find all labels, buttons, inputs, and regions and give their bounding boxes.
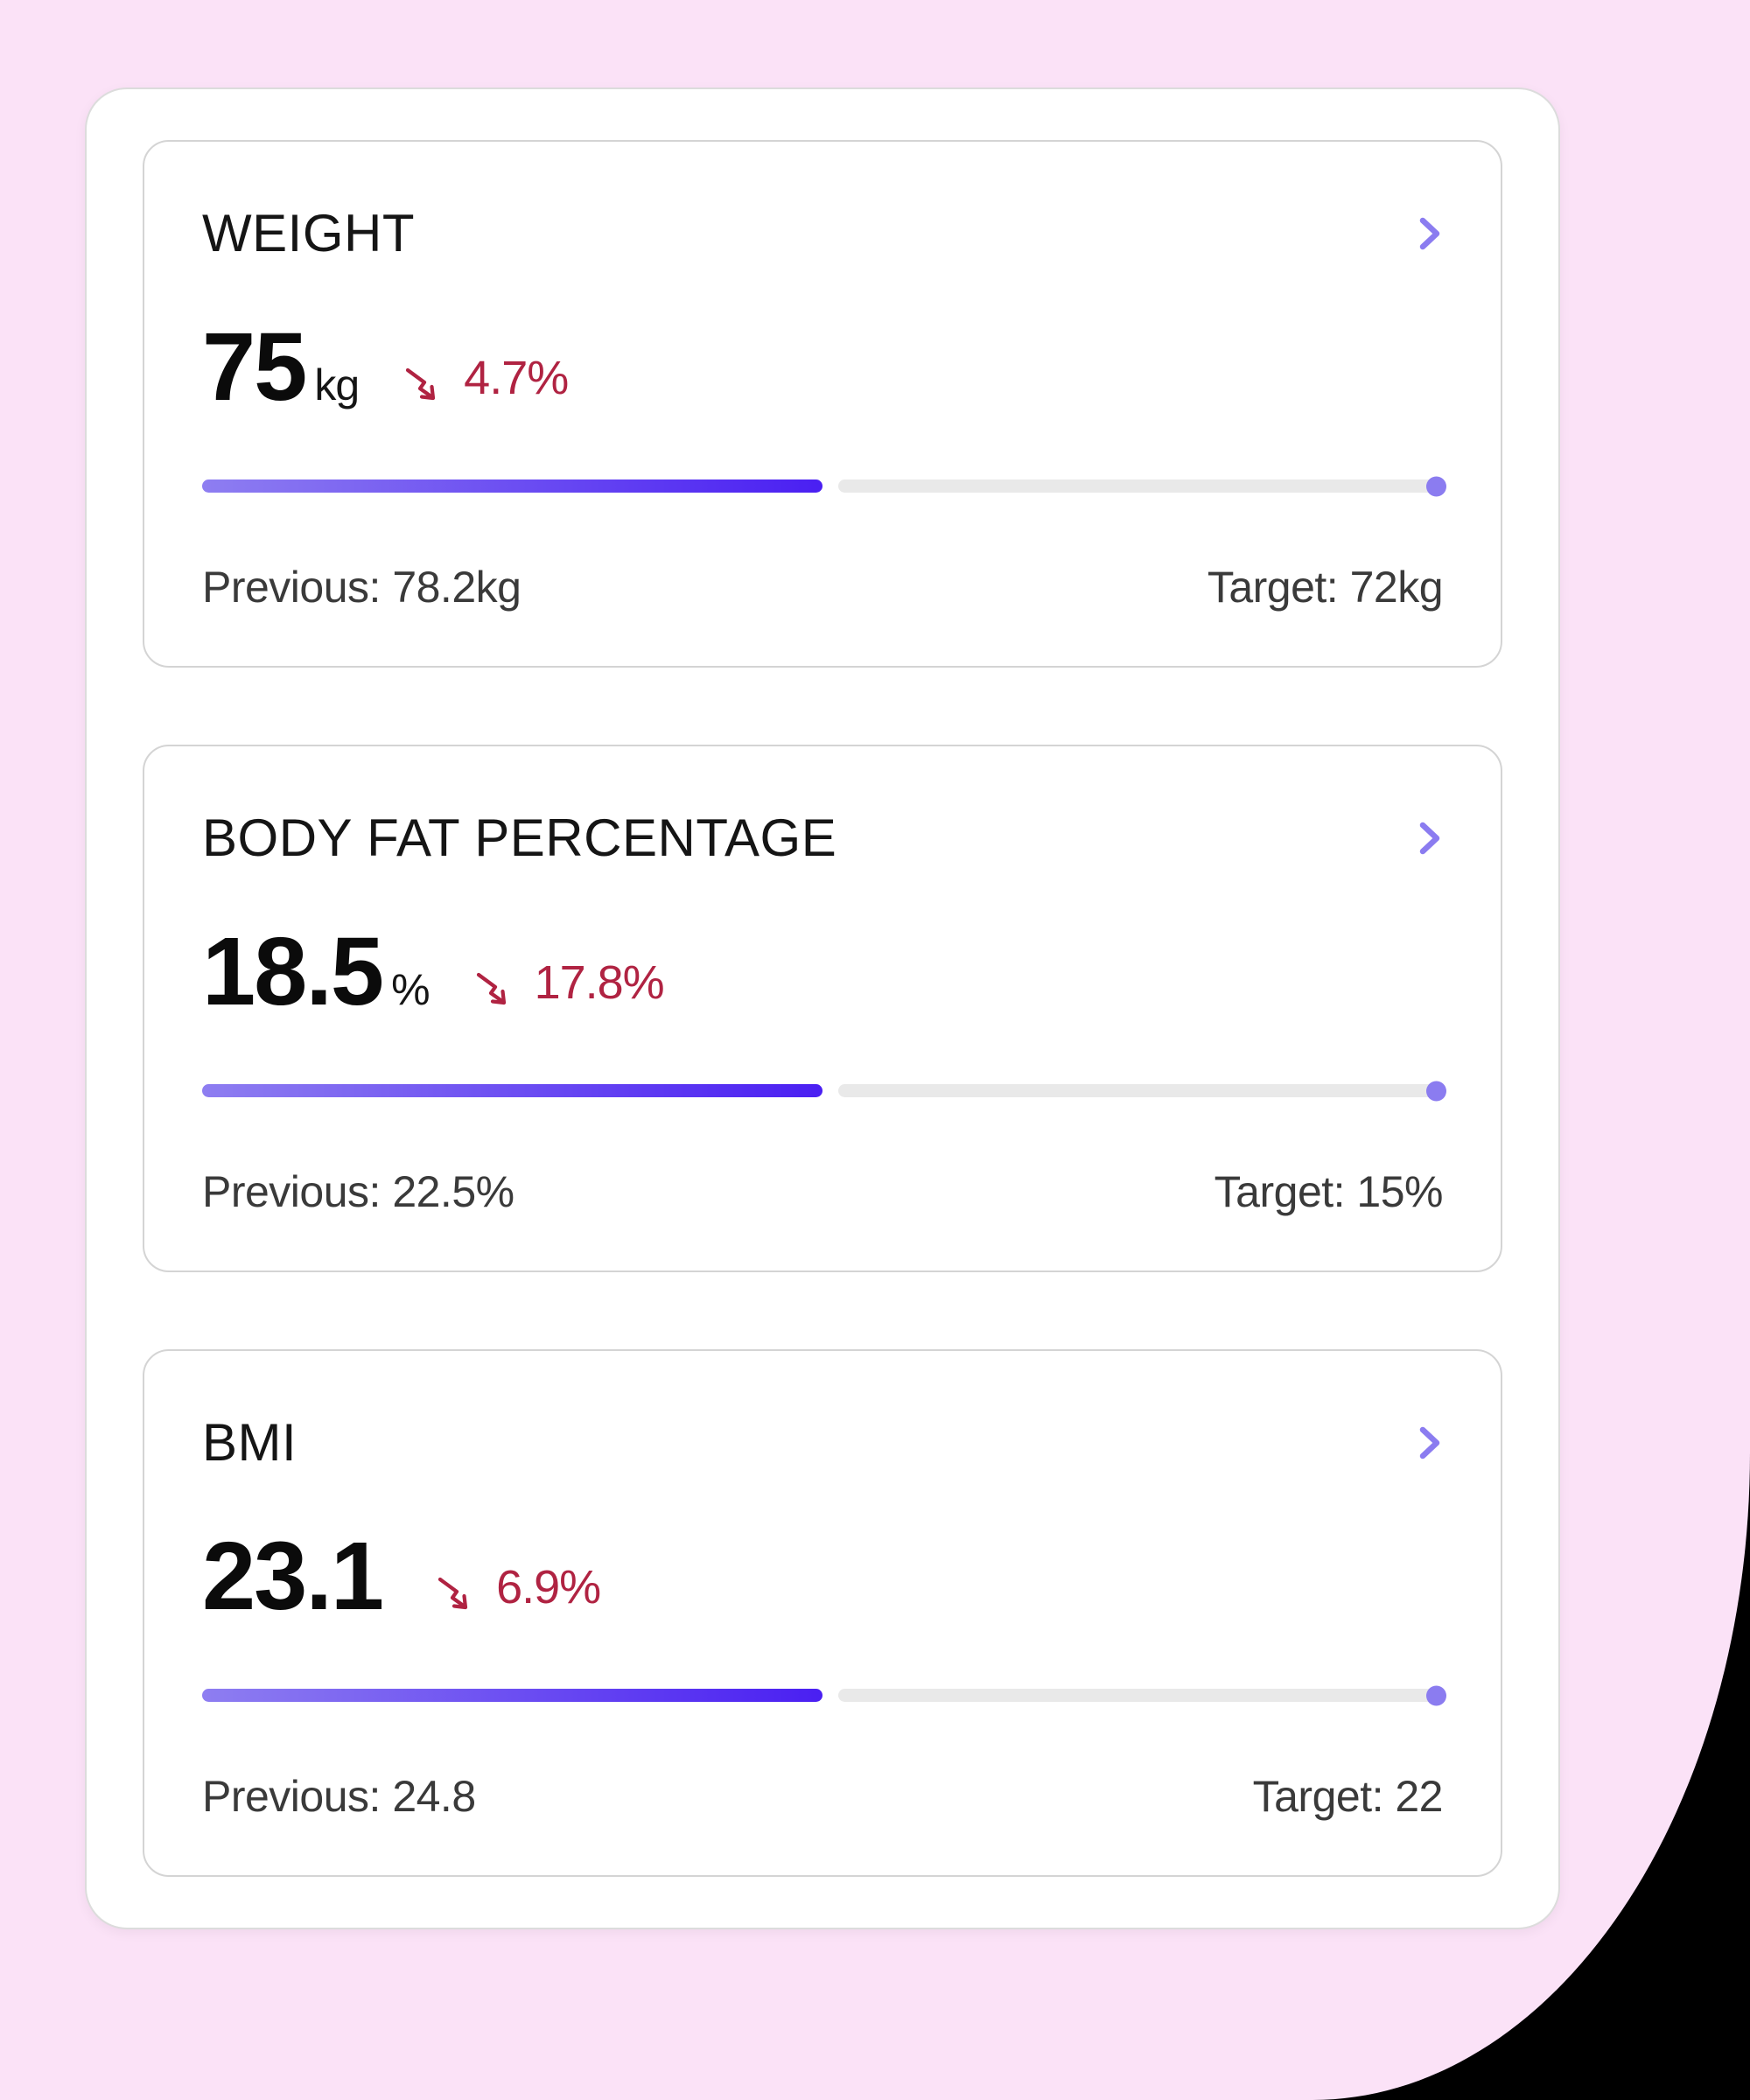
trending-down-icon [406, 368, 436, 401]
trend-change-value: 6.9% [496, 1561, 601, 1614]
metric-card-bmi[interactable]: BMI 23.1 6.9% Pr [143, 1349, 1502, 1877]
card-header: WEIGHT [202, 203, 1443, 264]
metric-unit: kg [314, 360, 360, 410]
metric-title: BODY FAT PERCENTAGE [202, 808, 837, 867]
trend-indicator: 6.9% [437, 1560, 601, 1614]
trend-change-value: 17.8% [534, 956, 665, 1009]
progress-labels: Previous: 22.5% Target: 15% [202, 1167, 1444, 1216]
progress-track [838, 476, 1446, 496]
chevron-right-icon[interactable] [1417, 1424, 1443, 1461]
trend-indicator: 4.7% [404, 351, 569, 405]
metric-value-row: 75 kg 4.7% [202, 318, 1443, 416]
metric-value: 23.1 [202, 1522, 384, 1630]
metric-title: BMI [202, 1413, 298, 1472]
progress-end-dot [1426, 1081, 1446, 1101]
target-value-label: Target: 15% [1214, 1167, 1444, 1216]
progress-labels: Previous: 78.2kg Target: 72kg [202, 563, 1444, 612]
target-value-label: Target: 72kg [1207, 563, 1444, 612]
progress-bar [202, 476, 1446, 496]
progress-track [838, 1081, 1446, 1101]
metrics-panel: WEIGHT 75 kg 4.7% [85, 88, 1560, 1929]
progress-fill [202, 1689, 822, 1702]
metric-card-weight[interactable]: WEIGHT 75 kg 4.7% [143, 140, 1502, 668]
chevron-right-icon[interactable] [1417, 215, 1443, 252]
metric-card-body-fat[interactable]: BODY FAT PERCENTAGE 18.5 % 17.8% [143, 745, 1502, 1272]
card-header: BODY FAT PERCENTAGE [202, 808, 1443, 869]
metric-value-row: 18.5 % 17.8% [202, 923, 1443, 1021]
metric-unit: % [391, 965, 430, 1014]
metric-value-row: 23.1 6.9% [202, 1528, 1443, 1626]
progress-fill [202, 480, 822, 493]
trending-down-icon [476, 972, 506, 1005]
metric-title: WEIGHT [202, 204, 415, 262]
previous-value-label: Previous: 78.2kg [202, 563, 522, 612]
progress-end-dot [1426, 476, 1446, 496]
previous-value-label: Previous: 24.8 [202, 1772, 476, 1821]
metric-value: 75 [202, 313, 307, 421]
progress-bar [202, 1685, 1446, 1705]
progress-end-dot [1426, 1685, 1446, 1705]
trending-down-icon [438, 1577, 468, 1610]
trend-change-value: 4.7% [464, 352, 569, 404]
target-value-label: Target: 22 [1252, 1772, 1444, 1821]
progress-bar [202, 1081, 1446, 1101]
chevron-right-icon[interactable] [1417, 820, 1443, 857]
metric-value: 18.5 [202, 918, 384, 1026]
trend-indicator: 17.8% [475, 956, 665, 1010]
progress-fill [202, 1084, 822, 1097]
progress-track [838, 1685, 1446, 1705]
progress-labels: Previous: 24.8 Target: 22 [202, 1772, 1444, 1821]
previous-value-label: Previous: 22.5% [202, 1167, 514, 1216]
card-header: BMI [202, 1412, 1443, 1474]
